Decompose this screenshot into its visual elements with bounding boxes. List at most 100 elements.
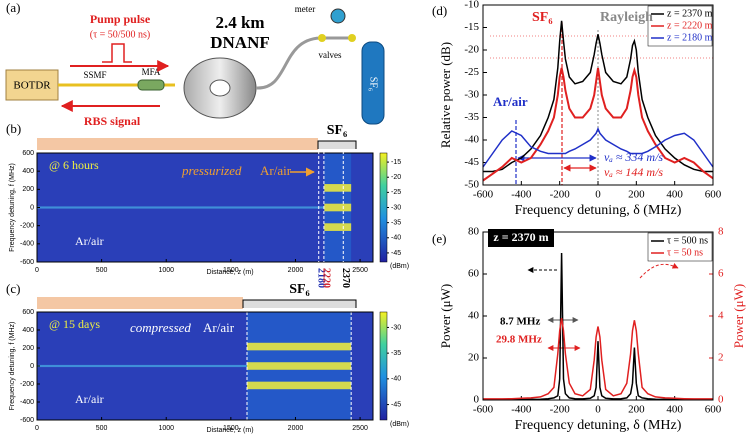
y-tick-label: 60 (468, 268, 480, 280)
rayleigh-line (37, 364, 247, 368)
brillouin-band (247, 381, 352, 390)
brillouin-band (247, 362, 352, 370)
x-tick-label: -400 (511, 189, 532, 201)
pulse-shape (102, 43, 132, 63)
legend-label: τ = 500 ns (667, 235, 708, 246)
series-line (482, 66, 714, 182)
plot-frame (482, 231, 714, 401)
brillouin-band (324, 203, 352, 212)
x-tick-label: 0 (595, 189, 601, 201)
y-axis-label: Frequency detuning, f (MHz) (9, 163, 16, 252)
x-tick-label: 2000 (288, 267, 304, 274)
annotation: z = 2370 m (493, 230, 548, 244)
x-tick-label: 400 (666, 189, 683, 201)
region-label: Ar/air (75, 234, 104, 248)
spool-hub (209, 79, 231, 97)
colorbar-label: -45 (391, 401, 401, 408)
axis-arrow (639, 263, 679, 279)
botdr-box (5, 69, 59, 101)
label-box (488, 229, 554, 247)
colorbar-label: -45 (391, 250, 401, 257)
y2-tick-label: 8 (718, 226, 724, 238)
series-line (482, 126, 714, 168)
panel-label: (e) (432, 231, 446, 246)
bracket (242, 299, 357, 308)
y-tick-label: -20 (464, 44, 479, 56)
x-tick-label: 0 (595, 404, 601, 416)
x-tick-label: 2000 (288, 425, 304, 432)
x-tick-label: 0 (35, 425, 39, 432)
colorbar-label: -35 (391, 350, 401, 357)
x-tick-label: -600 (473, 404, 494, 416)
rbs-label: RBS signal (84, 114, 141, 128)
annotation: Rayleigh (600, 10, 653, 25)
bottle-label: SF₆ (368, 77, 379, 92)
gas-tube (255, 36, 350, 90)
y2-tick-label: 0 (718, 394, 724, 406)
annotation: compressed (130, 320, 191, 335)
y-axis-label: Frequency detuning, f (MHz) (9, 322, 16, 411)
y2-axis-label: Power (μW) (731, 284, 746, 348)
y-tick-label: -400 (20, 399, 34, 406)
annotation: Ar/air (203, 320, 235, 335)
y-tick-label: 400 (22, 327, 34, 334)
y-axis-label: Relative power (dB) (438, 42, 453, 148)
x-tick-label: 600 (705, 404, 722, 416)
x-tick-label: 200 (628, 189, 645, 201)
y-tick-label: 80 (468, 226, 480, 238)
y-tick-label: 400 (22, 168, 34, 175)
y-tick-label: -400 (20, 241, 34, 248)
legend-label: z = 2180 m (667, 32, 713, 43)
fiber-name: DNANF (210, 33, 270, 52)
y-tick-label: -200 (20, 381, 34, 388)
brillouin-band (324, 184, 352, 192)
series-line (483, 252, 713, 401)
x-tick-label: 2500 (352, 425, 368, 432)
plot-frame (482, 4, 714, 186)
y2-tick-label: 6 (718, 268, 724, 280)
x-tick-label: 500 (96, 267, 108, 274)
colorbar (379, 152, 388, 263)
legend-box (647, 232, 713, 262)
x-tick-label: 600 (705, 189, 722, 201)
botdr-label: BOTDR (13, 80, 51, 92)
pulse-width: (τ = 50/500 ns) (90, 29, 151, 40)
colorbar-label: -20 (391, 174, 401, 181)
x-axis-label: Distance, z (m) (206, 269, 253, 276)
gas-label: SF₆ (327, 123, 348, 138)
brillouin-band (324, 223, 352, 231)
annotation: 8.7 MHz (500, 316, 540, 328)
colorbar-label: -15 (391, 159, 401, 166)
bracket (317, 140, 357, 149)
y-tick-label: -40 (464, 134, 479, 146)
colorbar-label: -30 (391, 204, 401, 211)
y-tick-label: 40 (468, 310, 480, 322)
x-tick-label: 400 (666, 404, 683, 416)
y-tick-label: 0 (30, 204, 34, 211)
colorbar-unit: (dBm) (390, 421, 409, 428)
x-tick-label: 1500 (223, 425, 239, 432)
x-tick-label: -400 (511, 404, 532, 416)
colorbar-label: -30 (391, 324, 401, 331)
y-tick-label: 600 (22, 150, 34, 157)
y-tick-label: -45 (464, 156, 479, 168)
gas-bottle (361, 41, 385, 125)
y-tick-label: -600 (20, 259, 34, 266)
y-tick-label: -50 (464, 179, 479, 191)
y-tick-label: 200 (22, 345, 34, 352)
x-tick-label: 2500 (352, 267, 368, 274)
x-tick-label: 1500 (223, 267, 239, 274)
marker-label: 2220 (321, 268, 332, 288)
series-line (483, 317, 713, 400)
meter-label: meter (295, 4, 316, 14)
annotation: SF₆ (532, 10, 553, 25)
gas-label: SF₆ (289, 282, 310, 297)
x-tick-label: -200 (550, 189, 571, 201)
x-axis-label: Distance, z (m) (206, 427, 253, 434)
x-tick-label: 0 (35, 267, 39, 274)
panel-label: (b) (6, 121, 21, 136)
brillouin-band (247, 342, 352, 351)
y-tick-label: -200 (20, 223, 34, 230)
legend-label: z = 2370 m (667, 8, 713, 19)
x-tick-label: 200 (628, 404, 645, 416)
